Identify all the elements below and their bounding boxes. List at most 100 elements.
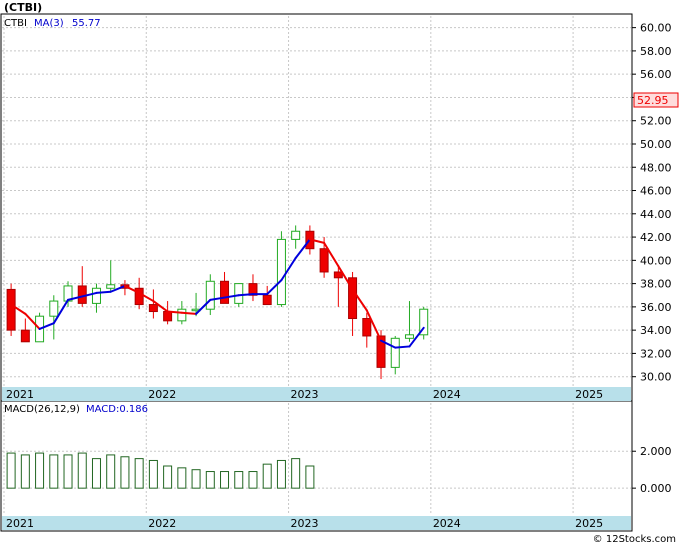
price-y-tick-label: 48.00 (640, 161, 672, 174)
candle-up (234, 283, 244, 304)
price-y-tick-label: 32.00 (640, 347, 672, 360)
candle-down (134, 287, 144, 306)
macd-panel-frame (0, 400, 633, 532)
price-x-tick-label: 2025 (575, 388, 603, 401)
price-y-axis: 30.00 32.00 34.00 36.00 38.00 40.00 42.00 44.00… (632, 22, 672, 384)
candle-up (276, 238, 286, 306)
ma-segment (408, 326, 425, 348)
candle-down (148, 304, 158, 313)
candle-up (106, 284, 116, 289)
macd-bar (49, 454, 59, 489)
ma-segment (81, 291, 98, 298)
macd-bar (77, 452, 87, 489)
price-panel-frame (0, 13, 633, 402)
candle-up (177, 308, 187, 322)
macd-x-axis-band (2, 516, 631, 530)
macd-bar (163, 465, 173, 489)
candle-down (333, 271, 343, 279)
legend-ctbi: CTBI (4, 18, 27, 29)
ma-segment (123, 284, 141, 294)
legend-ma-value: 55.77 (72, 18, 101, 29)
price-x-axis-band (2, 387, 631, 401)
price-y-tick-label: 50.00 (640, 138, 672, 151)
ma-segment (237, 293, 254, 297)
price-y-tick-label: 60.00 (640, 22, 672, 35)
macd-bar (191, 469, 201, 489)
candle-up (291, 230, 301, 240)
price-y-tick-label: 34.00 (640, 324, 672, 337)
candle-up (205, 280, 215, 310)
price-x-tick-label: 2021 (6, 388, 34, 401)
candle-up (404, 334, 414, 339)
macd-bar (248, 471, 258, 489)
macd-y-axis: 0.000 2.000 (632, 445, 672, 495)
candle-down (376, 335, 386, 368)
ma-segment (67, 295, 84, 301)
ma-segment (138, 291, 155, 303)
macd-bar (177, 467, 187, 489)
macd-bar (305, 465, 315, 489)
candle-up (419, 308, 429, 336)
ma-segment (52, 298, 70, 325)
candle-down (220, 280, 230, 304)
macd-x-tick-label: 2024 (433, 517, 461, 530)
macd-bar (91, 458, 101, 489)
macd-bar (35, 452, 45, 489)
price-y-tick-label: 36.00 (640, 301, 672, 314)
price-y-tick-label: 46.00 (640, 185, 672, 198)
ma-segment (323, 241, 340, 268)
macd-x-axis: 2021 2022 2023 2024 2025 (6, 517, 603, 530)
price-y-tick-label: 58.00 (640, 45, 672, 58)
macd-bar (220, 471, 230, 489)
candle-up (91, 287, 101, 304)
candle-down (6, 288, 16, 331)
ma-segment (351, 288, 368, 312)
macd-bar (106, 454, 116, 489)
ma-segment (109, 284, 126, 293)
macd-x-tick-label: 2022 (148, 517, 176, 530)
macd-x-tick-label: 2021 (6, 517, 34, 530)
macd-title: MACD(26,12,9) (4, 404, 80, 415)
price-x-axis: 2021 2022 2023 2024 2025 (6, 388, 603, 401)
candle-down (163, 311, 173, 322)
candle-down (348, 277, 358, 320)
ma-segment (95, 290, 112, 294)
ma-segment (10, 303, 27, 315)
macd-bar (63, 454, 73, 489)
price-y-tick-label: 42.00 (640, 231, 672, 244)
ma-segment (166, 310, 183, 314)
candle-down (362, 318, 372, 337)
ma-segment (223, 294, 240, 299)
price-y-tick-label: 56.00 (640, 68, 672, 81)
ma-segment (365, 309, 383, 342)
chart-title: (CTBI) (4, 1, 42, 14)
ma-segment (337, 265, 354, 291)
candle-down (20, 329, 30, 343)
price-y-tick-label: 40.00 (640, 254, 672, 267)
price-y-tick-label: 38.00 (640, 278, 672, 291)
candle-down (262, 294, 272, 306)
macd-bar (148, 459, 158, 489)
macd-bar (291, 458, 301, 489)
macd-y-tick-label: 0.000 (640, 482, 672, 495)
macd-y-tick-label: 2.000 (640, 445, 672, 458)
candle-down (319, 248, 329, 273)
price-y-tick-label: 52.00 (640, 115, 672, 128)
ma-segment (38, 322, 55, 330)
ma-segment (195, 298, 212, 315)
candle-up (49, 300, 59, 317)
price-x-tick-label: 2022 (148, 388, 176, 401)
macd-bar (20, 454, 30, 489)
ma-segment (394, 345, 411, 349)
ma-segment (24, 312, 41, 330)
macd-bars (6, 452, 315, 489)
macd-bar (276, 459, 286, 489)
macd-x-tick-label: 2023 (291, 517, 319, 530)
ma-segment (152, 300, 169, 313)
price-y-tick-label: 30.00 (640, 371, 672, 384)
ma-segment (308, 238, 326, 244)
macd-bar (234, 471, 244, 489)
macd-bar (134, 458, 144, 489)
last-price-box (633, 92, 679, 108)
